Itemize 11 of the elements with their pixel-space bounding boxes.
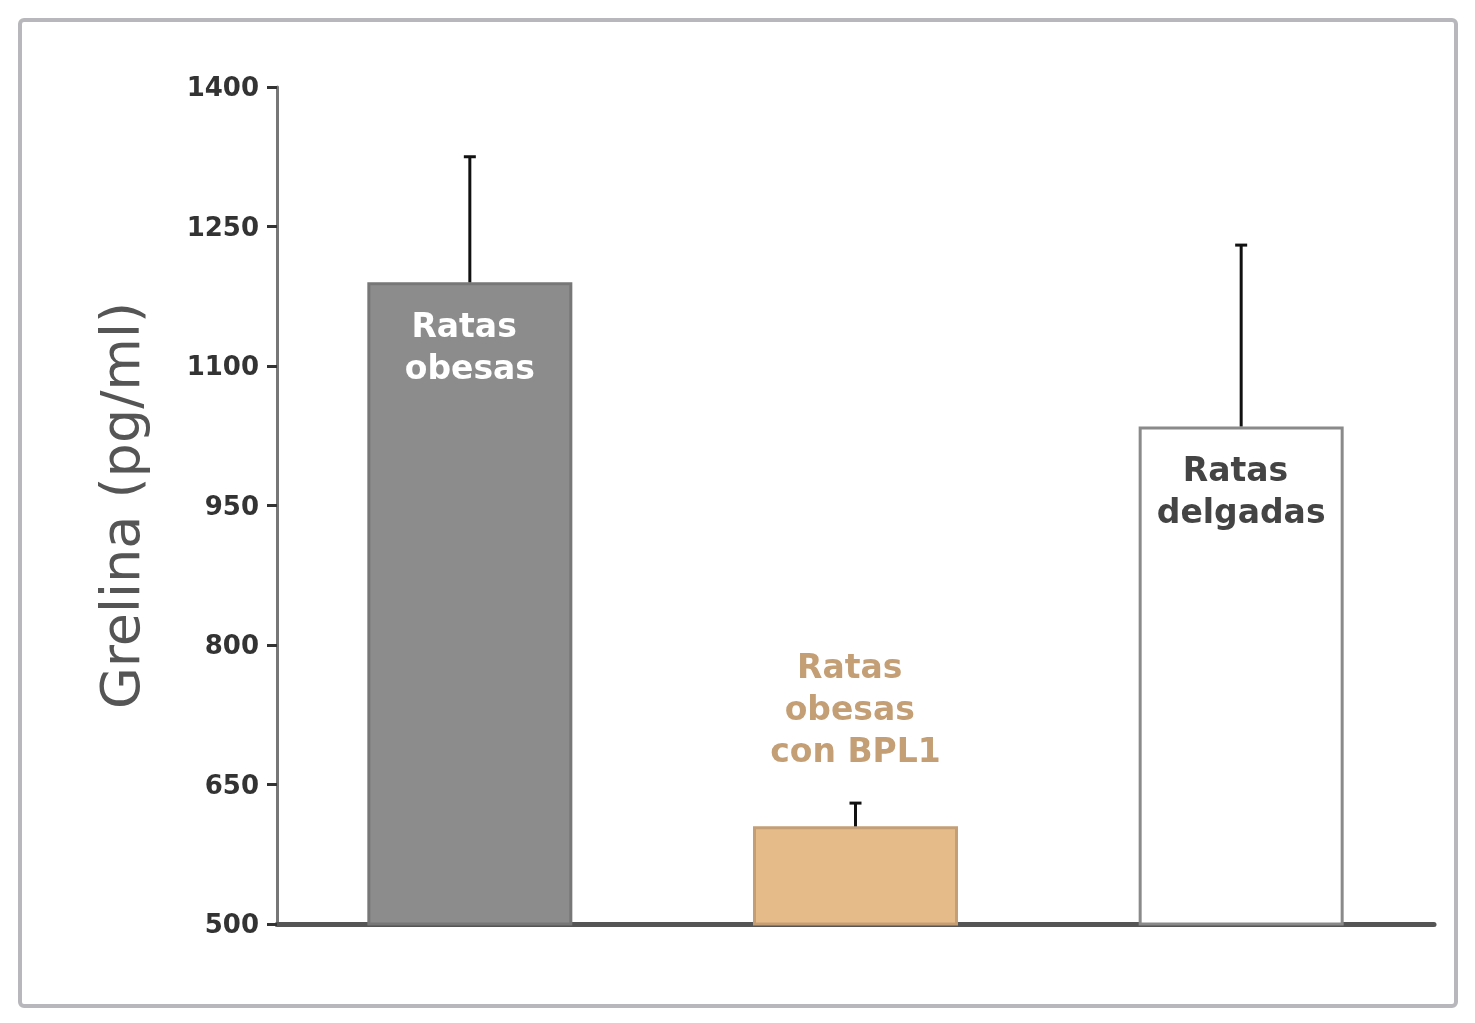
y-tick-label: 650 <box>204 769 259 800</box>
y-tick-label: 1400 <box>186 72 259 102</box>
y-tick-label: 500 <box>204 909 259 939</box>
y-tick-label: 950 <box>204 490 259 521</box>
x-tick-label: Ratas obesas <box>404 305 535 387</box>
y-tick-label: 1100 <box>186 351 259 381</box>
y-axis-title: Grelina (pg/ml) <box>88 301 152 710</box>
y-tick-label: 1250 <box>186 211 259 242</box>
x-tick-label: Ratas obesas con BPL1 <box>770 646 941 770</box>
x-tick-label: Ratas delgadas <box>1156 449 1326 531</box>
y-tick-label: 800 <box>204 630 259 660</box>
